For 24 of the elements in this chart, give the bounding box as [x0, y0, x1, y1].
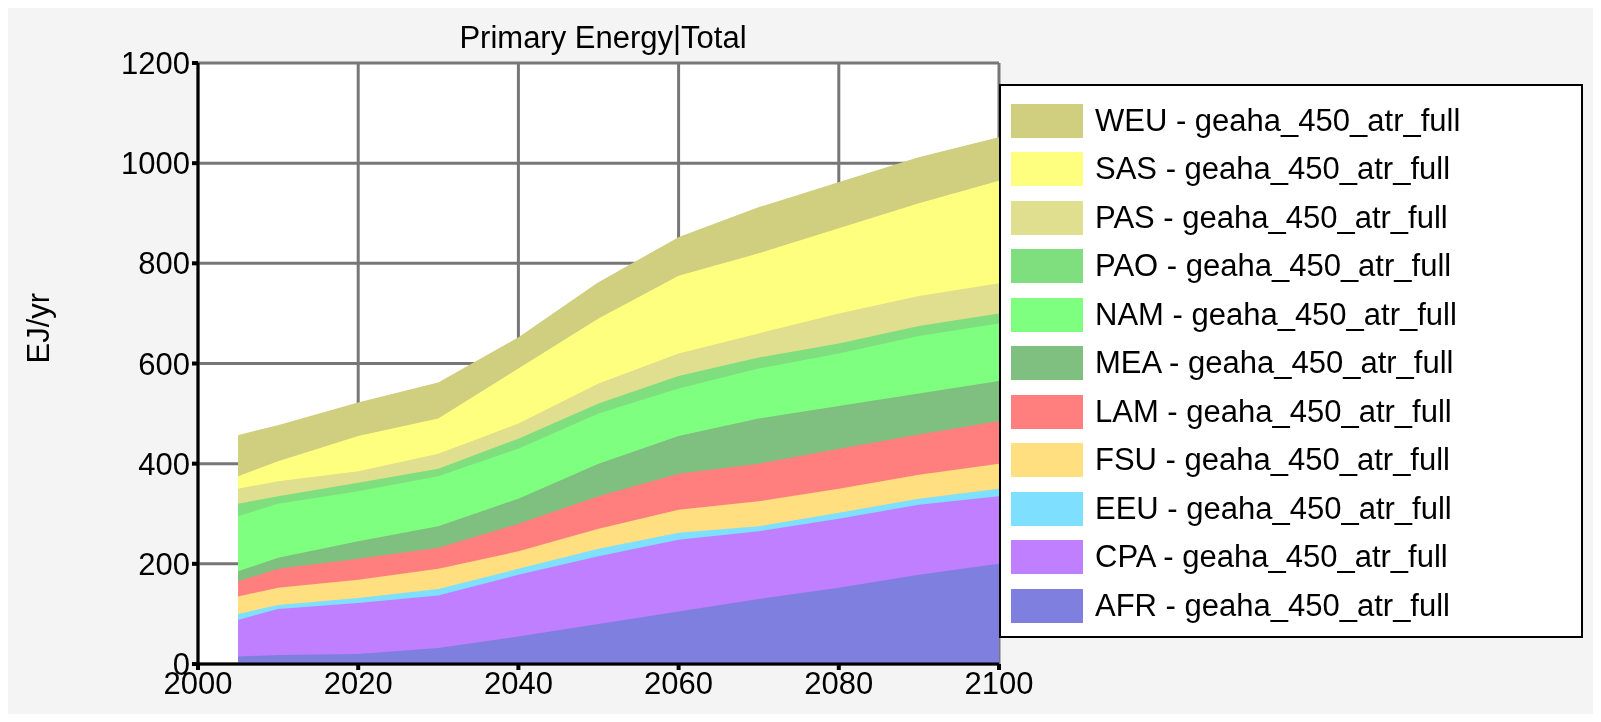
- y-axis-title: EJ/yr: [21, 292, 57, 364]
- legend-label: WEU - geaha_450_atr_full: [1095, 102, 1461, 139]
- legend-label: PAO - geaha_450_atr_full: [1095, 248, 1452, 284]
- legend-label: NAM - geaha_450_atr_full: [1095, 296, 1457, 333]
- x-tick-label: 2040: [483, 666, 553, 702]
- legend-label: MEA - geaha_450_atr_full: [1095, 345, 1454, 381]
- y-tick-label: 400: [138, 446, 190, 482]
- x-tick-label: 2100: [964, 666, 1034, 702]
- y-tick-label: 1200: [121, 46, 190, 81]
- legend-label: CPA - geaha_450_atr_full: [1095, 539, 1448, 575]
- y-tick-label: 800: [138, 246, 190, 282]
- y-tick-label: 1000: [121, 146, 190, 182]
- legend-label: AFR - geaha_450_atr_full: [1095, 587, 1451, 624]
- legend-label: PAS - geaha_450_atr_full: [1095, 199, 1448, 236]
- legend-label: LAM - geaha_450_atr_full: [1095, 393, 1452, 430]
- x-tick-label: 2060: [644, 666, 714, 702]
- y-tick-label: 200: [138, 546, 190, 582]
- y-tick-label: 600: [138, 346, 190, 382]
- legend-label: EEU - geaha_450_atr_full: [1095, 490, 1452, 527]
- legend-label: FSU - geaha_450_atr_full: [1095, 442, 1451, 478]
- legend-label: SAS - geaha_450_atr_full: [1095, 151, 1451, 187]
- x-tick-label: 2080: [804, 666, 874, 702]
- x-tick-label: 2020: [323, 666, 393, 702]
- chart-title: Primary Energy|Total: [459, 20, 747, 55]
